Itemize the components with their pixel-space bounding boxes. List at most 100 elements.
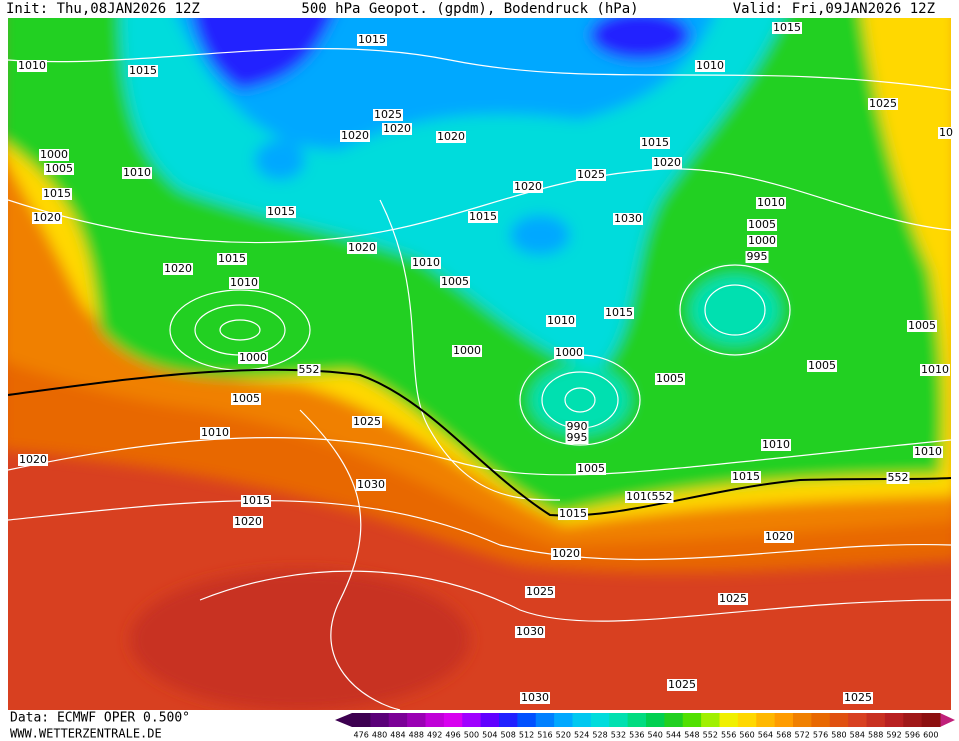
colorbar-cell	[811, 713, 831, 727]
isobar-label: 1005	[808, 359, 836, 372]
label-box	[667, 679, 697, 691]
colorbar-cell	[572, 713, 592, 727]
isobar-label: 1025	[577, 168, 605, 181]
isobar-label: 1030	[521, 691, 549, 704]
label-box	[745, 251, 769, 263]
colorbar-label: 552	[703, 731, 718, 740]
site-name: WWW.WETTERZENTRALE.DE	[10, 727, 162, 741]
data-source: Data: ECMWF OPER 0.500°	[10, 711, 190, 726]
isobar-label: 1015	[773, 21, 801, 34]
label-box	[756, 197, 786, 209]
isobar-label: 1005	[45, 162, 73, 175]
isobar-label: 1020	[437, 130, 465, 143]
colorbar-label: 540	[648, 731, 663, 740]
colorbar-label: 484	[390, 731, 405, 740]
isobar-label: 1020	[341, 129, 369, 142]
valid-time: Valid: Fri,09JAN2026 12Z	[733, 1, 935, 17]
colorbar-label: 556	[721, 731, 736, 740]
colorbar-cell	[903, 713, 923, 727]
label-box	[695, 60, 725, 72]
label-box	[565, 421, 589, 433]
isobar-label: 1005	[232, 392, 260, 405]
colorbar-label: 512	[519, 731, 534, 740]
isobar-label: 1020	[19, 453, 47, 466]
label-box	[652, 157, 682, 169]
label-box	[613, 213, 643, 225]
colorbar-cell	[829, 713, 849, 727]
isobar-label: 1010	[547, 314, 575, 327]
isobar-label: 10	[939, 126, 953, 139]
label-box	[128, 65, 158, 77]
label-box	[32, 212, 62, 224]
label-box	[554, 347, 584, 359]
colorbar-label: 592	[886, 731, 901, 740]
label-box	[920, 364, 950, 376]
isobar-label: 1005	[748, 218, 776, 231]
label-box	[546, 315, 576, 327]
label-box	[525, 586, 555, 598]
isobar-label: 1020	[383, 122, 411, 135]
colorbar-cell	[554, 713, 573, 727]
label-box	[357, 34, 387, 46]
colorbar-cell	[737, 713, 757, 727]
colorbar-cell	[719, 713, 739, 727]
colorbar-cell	[590, 713, 610, 727]
label-box	[558, 508, 588, 520]
label-box	[340, 130, 370, 142]
isobar-label: 1025	[526, 585, 554, 598]
label-box	[352, 416, 382, 428]
colorbar-label: 496	[445, 731, 460, 740]
colorbar-cell	[627, 713, 647, 727]
isobar-label: 1000	[748, 234, 776, 247]
colorbar-label: 564	[758, 731, 773, 740]
isobar-label: 1005	[577, 462, 605, 475]
isobar-label: 1015	[129, 64, 157, 77]
label-box	[938, 127, 954, 139]
label-box	[565, 432, 589, 444]
colorbar-label: 588	[868, 731, 883, 740]
colorbar-cell	[664, 713, 684, 727]
label-box	[513, 181, 543, 193]
colorbar-label: 580	[831, 731, 846, 740]
isobar-label: 990	[567, 420, 588, 433]
label-box	[515, 626, 545, 638]
label-box	[39, 149, 69, 161]
label-box	[17, 60, 47, 72]
init-time: Init: Thu,08JAN2026 12Z	[6, 1, 200, 17]
colorbar-cell	[443, 713, 463, 727]
colorbar-cell	[462, 713, 482, 727]
label-box	[761, 439, 791, 451]
isobars	[8, 48, 951, 710]
isobar-label: 1015	[218, 252, 246, 265]
isobar-label: 1015	[641, 136, 669, 149]
isobar-label: 1010	[18, 59, 46, 72]
label-box	[238, 352, 268, 364]
colorbar-label: 536	[629, 731, 644, 740]
colorbar-cell	[884, 713, 904, 727]
label-box	[297, 364, 321, 376]
label-box	[373, 109, 403, 121]
colorbar-cell	[921, 713, 941, 727]
label-box	[913, 446, 943, 458]
isobar-label: 1020	[653, 156, 681, 169]
label-box	[42, 188, 72, 200]
isobar-label: 1030	[357, 478, 385, 491]
label-box	[436, 131, 466, 143]
isobar-label: 1025	[374, 108, 402, 121]
colorbar: 476 480 484 488 492 496 500 504 508 512 516 520 524 5…	[335, 713, 955, 740]
label-box	[163, 263, 193, 275]
colorbar-cell	[774, 713, 794, 727]
label-box	[411, 257, 441, 269]
label-box	[718, 593, 748, 605]
isobar-label: 1005	[908, 319, 936, 332]
colorbar-label: 488	[409, 731, 424, 740]
isobar-label: 1015	[43, 187, 71, 200]
label-box	[843, 692, 873, 704]
isobar-label: 1020	[552, 547, 580, 560]
colorbar-label: 576	[813, 731, 828, 740]
isobar-label: 1025	[353, 415, 381, 428]
isobar-label: 552	[888, 471, 909, 484]
label-box	[241, 495, 271, 507]
